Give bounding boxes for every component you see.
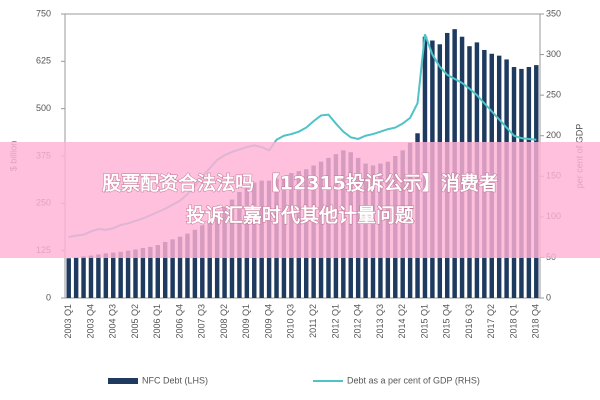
x-tick-label: 2014 Q2 — [397, 304, 407, 339]
y-tick-label: 750 — [36, 8, 51, 18]
banner — [0, 142, 600, 258]
x-tick-label: 2016 Q3 — [464, 304, 474, 339]
bar — [148, 246, 153, 298]
bar — [185, 233, 190, 298]
bar — [88, 255, 94, 298]
x-tick-label: 2003 Q4 — [85, 304, 95, 339]
bar — [103, 253, 109, 298]
bar — [207, 220, 212, 298]
bar — [125, 250, 131, 298]
x-tick-label: 2008 Q2 — [219, 304, 229, 339]
x-tick-label: 2013 Q3 — [375, 304, 385, 339]
x-tick-label: 2012 Q1 — [330, 304, 340, 339]
bar — [118, 251, 123, 298]
y2-tick-label: 350 — [546, 8, 561, 18]
bar — [66, 258, 71, 298]
x-tick-label: 2018 Q1 — [508, 304, 518, 339]
y2-tick-label: 0 — [546, 292, 551, 302]
legend-label: Debt as a per cent of GDP (RHS) — [347, 375, 480, 385]
legend-swatch — [108, 378, 138, 384]
x-tick-label: 2018 Q4 — [531, 304, 541, 339]
bar — [96, 254, 101, 298]
x-tick-label: 2011 Q2 — [308, 304, 318, 338]
x-tick-label: 2017 Q2 — [486, 304, 496, 339]
bar — [111, 252, 116, 298]
banner-text: 投诉汇嘉时代其他计量问题 — [186, 204, 414, 227]
x-tick-label: 2006 Q4 — [174, 304, 184, 339]
x-tick-label: 2009 Q4 — [263, 304, 273, 339]
y2-tick-label: 250 — [546, 90, 561, 100]
x-tick-label: 2007 Q3 — [197, 304, 207, 339]
x-tick-label: 2010 Q3 — [286, 304, 296, 339]
bar — [133, 249, 138, 298]
x-tick-label: 2005 Q2 — [130, 304, 140, 339]
bar — [177, 236, 183, 298]
x-tick-label: 2012 Q4 — [353, 304, 363, 339]
y-tick-label: 625 — [36, 56, 51, 66]
bar — [81, 256, 86, 298]
bar — [140, 248, 146, 298]
y2-tick-label: 300 — [546, 49, 561, 59]
bar — [170, 239, 175, 298]
y-tick-label: 500 — [36, 103, 51, 113]
bar — [192, 229, 198, 298]
y-tick-label: 0 — [46, 292, 51, 302]
x-tick-label: 2015 Q1 — [419, 304, 429, 339]
x-tick-label: 2006 Q1 — [152, 304, 162, 339]
y2-tick-label: 200 — [546, 130, 561, 140]
bar — [162, 241, 168, 298]
x-tick-label: 2004 Q3 — [108, 304, 118, 339]
x-tick-label: 2003 Q1 — [63, 304, 73, 339]
banner-text: 股票配资合法法吗 【12315投诉公示】消费者 — [102, 172, 498, 195]
bar — [155, 244, 160, 298]
x-tick-label: 2009 Q1 — [241, 304, 251, 339]
x-tick-label: 2015 Q4 — [442, 304, 452, 339]
bar — [73, 257, 79, 298]
bar — [200, 225, 205, 298]
legend-label: NFC Debt (LHS) — [142, 375, 208, 385]
